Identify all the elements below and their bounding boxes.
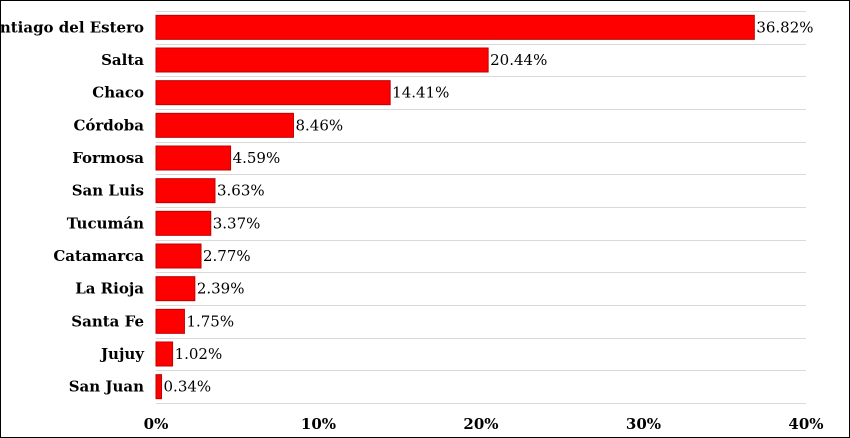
x-tick-label: 10% bbox=[301, 415, 336, 433]
value-label: 3.37% bbox=[213, 214, 261, 232]
x-axis-ticks: 0% 10% 20% 30% 40% bbox=[144, 415, 824, 433]
category-label: Santiago del Estero bbox=[1, 18, 144, 36]
category-label: San Juan bbox=[69, 378, 144, 396]
value-label: 0.34% bbox=[164, 378, 212, 396]
bar bbox=[155, 47, 489, 73]
bars bbox=[155, 14, 755, 400]
bar bbox=[155, 112, 294, 138]
bar bbox=[155, 374, 163, 400]
category-label: La Rioja bbox=[75, 280, 144, 298]
category-label: Jujuy bbox=[99, 345, 145, 363]
category-label: San Luis bbox=[72, 182, 144, 200]
value-label: 8.46% bbox=[295, 116, 343, 134]
category-label: Córdoba bbox=[73, 116, 144, 134]
x-tick-label: 0% bbox=[144, 415, 169, 433]
value-labels: 36.82% 20.44% 14.41% 8.46% 4.59% 3.63% 3.37% 2.… bbox=[164, 18, 814, 395]
bar bbox=[155, 80, 391, 106]
bar bbox=[155, 308, 185, 334]
category-label: Salta bbox=[101, 51, 144, 69]
grid bbox=[156, 11, 806, 404]
category-label: Tucumán bbox=[67, 214, 144, 232]
value-label: 3.63% bbox=[217, 182, 265, 200]
value-label: 36.82% bbox=[756, 18, 813, 36]
category-label: Santa Fe bbox=[71, 312, 144, 330]
value-label: 2.77% bbox=[203, 247, 251, 265]
bar bbox=[155, 243, 202, 269]
value-label: 20.44% bbox=[490, 51, 547, 69]
value-label: 4.59% bbox=[233, 149, 281, 167]
bar bbox=[155, 145, 232, 171]
category-label: Catamarca bbox=[53, 247, 144, 265]
x-tick-label: 40% bbox=[788, 415, 823, 433]
x-tick-label: 30% bbox=[626, 415, 661, 433]
category-labels: Santiago del Estero Salta Chaco Córdoba Form… bbox=[1, 18, 145, 395]
bar bbox=[155, 341, 174, 367]
bar bbox=[155, 276, 196, 302]
value-label: 14.41% bbox=[392, 84, 449, 102]
category-label: Formosa bbox=[72, 149, 144, 167]
bar bbox=[155, 210, 212, 236]
x-tick-label: 20% bbox=[463, 415, 498, 433]
value-label: 1.02% bbox=[175, 345, 223, 363]
bar bbox=[155, 14, 755, 40]
value-label: 1.75% bbox=[186, 312, 234, 330]
value-label: 2.39% bbox=[197, 280, 245, 298]
category-label: Chaco bbox=[92, 84, 144, 102]
bar bbox=[155, 178, 216, 204]
